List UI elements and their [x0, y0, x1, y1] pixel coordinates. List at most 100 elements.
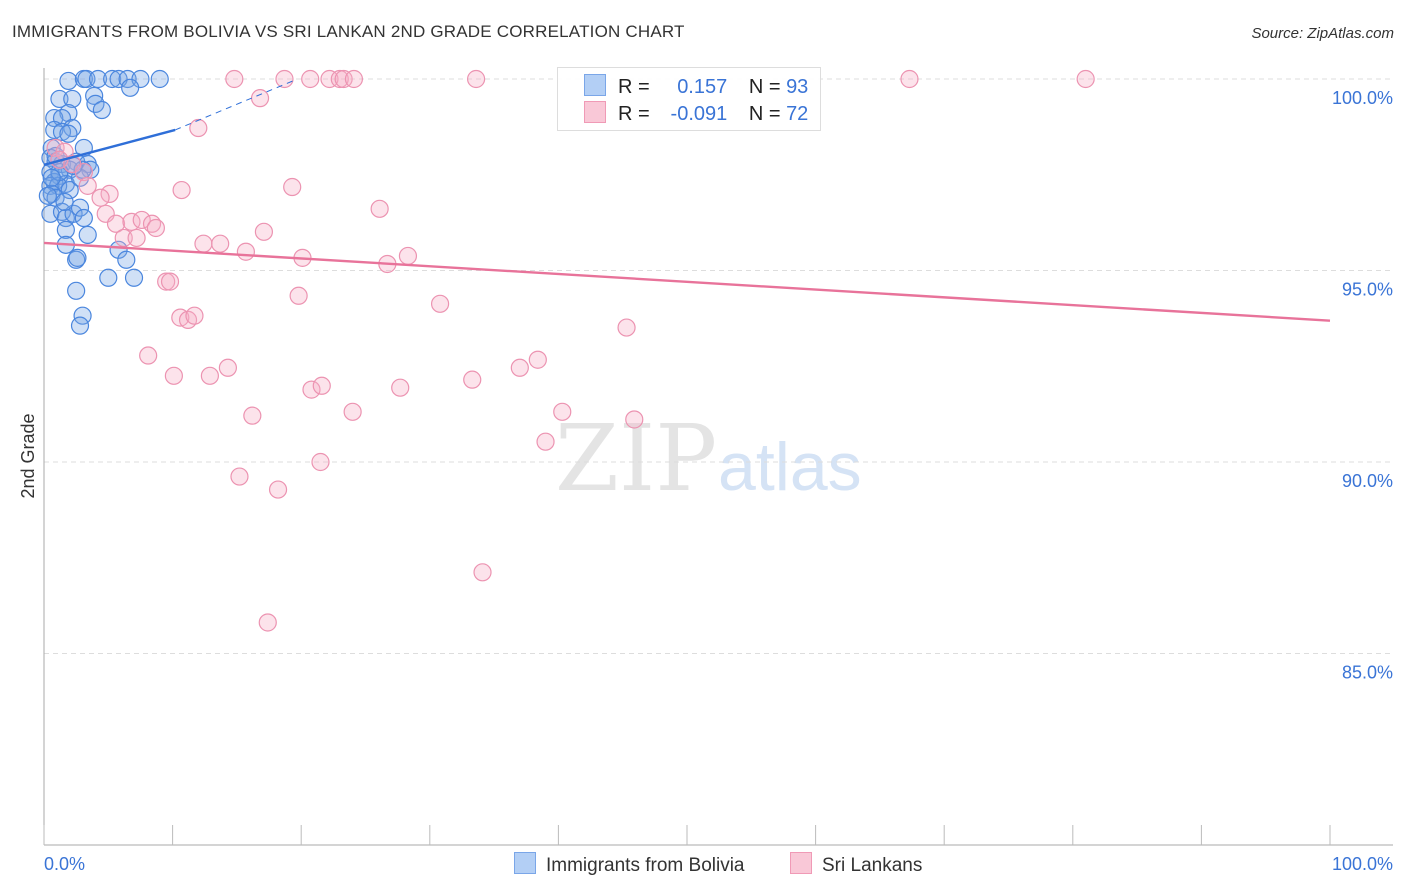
legend-r-label: R =: [618, 76, 650, 98]
y-tick-label: 90.0%: [1342, 471, 1393, 491]
point-sri-lankans: [132, 210, 151, 230]
point-sri-lankans: [157, 272, 176, 291]
point-sri-lankans: [258, 613, 277, 632]
point-bolivia: [103, 69, 122, 89]
point-sri-lankans: [900, 69, 919, 89]
point-bolivia: [150, 69, 169, 89]
point-bolivia: [109, 240, 128, 259]
point-bolivia: [92, 100, 111, 120]
y-tick-label: 85.0%: [1342, 663, 1393, 683]
point-sri-lankans: [268, 480, 288, 499]
point-sri-lankans: [78, 176, 97, 195]
point-sri-lankans: [312, 376, 331, 395]
point-bolivia: [88, 69, 108, 89]
watermark-atlas: atlas: [718, 429, 862, 505]
point-sri-lankans: [146, 218, 165, 238]
point-sri-lankans: [100, 184, 119, 203]
point-bolivia: [68, 248, 87, 267]
point-sri-lankans: [254, 222, 274, 241]
point-bolivia: [55, 192, 74, 212]
point-bolivia: [60, 180, 79, 200]
point-sri-lankans: [330, 69, 349, 89]
point-sri-lankans: [250, 89, 270, 108]
point-sri-lankans: [114, 228, 133, 248]
point-bolivia: [74, 208, 93, 228]
point-sri-lankans: [473, 563, 492, 582]
y-axis-label: 2nd Grade: [18, 413, 38, 498]
legend-r-label: R =: [618, 103, 650, 125]
legend-r-value: 0.157: [677, 76, 728, 98]
point-sri-lankans: [91, 188, 110, 207]
point-sri-lankans: [139, 346, 158, 365]
point-sri-lankans: [302, 380, 321, 399]
legend-n-label: N =: [748, 103, 781, 125]
legend-r-value: -0.091: [670, 103, 728, 125]
legend-swatch-pink: [790, 852, 812, 874]
point-bolivia: [70, 316, 90, 335]
legend-label: Sri Lankans: [822, 855, 923, 876]
point-bolivia: [38, 186, 57, 205]
point-bolivia: [99, 268, 118, 287]
point-sri-lankans: [510, 358, 529, 377]
point-sri-lankans: [320, 69, 339, 89]
chart-title: IMMIGRANTS FROM BOLIVIA VS SRI LANKAN 2N…: [12, 22, 685, 41]
point-sri-lankans: [218, 358, 237, 377]
point-sri-lankans: [236, 242, 256, 261]
bottom-legend-bolivia: Immigrants from Bolivia: [514, 852, 745, 877]
point-sri-lankans: [283, 177, 302, 197]
point-sri-lankans: [463, 370, 482, 389]
point-sri-lankans: [617, 318, 636, 337]
point-sri-lankans: [275, 69, 294, 89]
point-sri-lankans: [344, 69, 364, 89]
point-sri-lankans: [334, 69, 353, 89]
point-sri-lankans: [343, 402, 362, 421]
point-sri-lankans: [172, 180, 191, 200]
point-sri-lankans: [553, 402, 572, 421]
point-sri-lankans: [370, 199, 389, 218]
point-sri-lankans: [430, 294, 450, 313]
point-bolivia: [124, 268, 144, 287]
point-bolivia: [52, 122, 72, 141]
bottom-legend-srilankans: Sri Lankans: [790, 852, 922, 877]
point-sri-lankans: [160, 272, 180, 291]
point-bolivia: [42, 168, 61, 187]
legend-row-srilankans: R = -0.091 N = 72: [584, 101, 808, 127]
point-sri-lankans: [536, 432, 555, 451]
point-sri-lankans: [211, 234, 230, 253]
legend-swatch-blue: [514, 852, 536, 874]
stats-legend: R = 0.157 N = 93 R = -0.091 N = 72: [557, 67, 821, 131]
point-sri-lankans: [225, 69, 244, 89]
point-sri-lankans: [391, 378, 410, 397]
point-sri-lankans: [301, 69, 320, 89]
point-sri-lankans: [46, 138, 65, 158]
point-sri-lankans: [74, 162, 93, 182]
point-sri-lankans: [398, 246, 418, 266]
point-sri-lankans: [466, 69, 486, 89]
y-tick-label: 95.0%: [1342, 280, 1393, 300]
point-sri-lankans: [528, 350, 547, 369]
point-bolivia: [121, 78, 140, 97]
legend-n-label: N =: [748, 76, 781, 98]
point-sri-lankans: [164, 366, 183, 385]
legend-label: Immigrants from Bolivia: [546, 855, 745, 876]
legend-n-value: 72: [786, 103, 809, 125]
watermark-zip: ZIP: [555, 405, 717, 512]
y-tick-label: 100.0%: [1332, 88, 1393, 108]
legend-n-value: 93: [786, 76, 809, 98]
point-sri-lankans: [194, 234, 213, 253]
trendline-sri-lankans: [43, 241, 1331, 322]
trendline-bolivia: [43, 128, 176, 166]
point-bolivia: [78, 225, 97, 244]
point-sri-lankans: [127, 228, 146, 248]
point-sri-lankans: [200, 366, 219, 385]
point-sri-lankans: [289, 286, 308, 305]
legend-swatch-blue: [584, 74, 606, 96]
legend-row-bolivia: R = 0.157 N = 93: [584, 74, 808, 100]
legend-swatch-pink: [584, 101, 606, 123]
x-tick-label: 100.0%: [1332, 854, 1393, 874]
point-sri-lankans: [189, 118, 208, 138]
point-sri-lankans: [230, 467, 249, 486]
point-sri-lankans: [185, 306, 204, 325]
